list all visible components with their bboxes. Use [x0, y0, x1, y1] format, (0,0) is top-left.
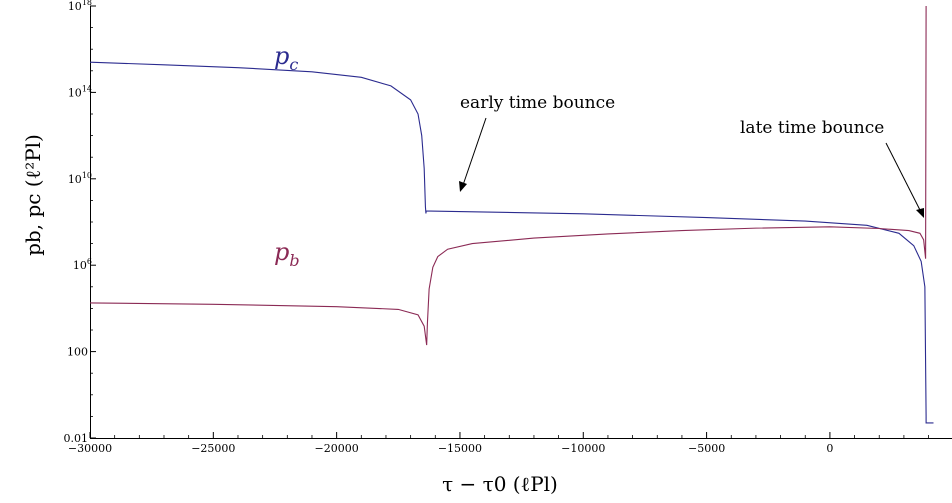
series-label-pc: pc — [274, 42, 298, 74]
x-tick-label: −10000 — [561, 442, 605, 455]
x-tick-label: −20000 — [315, 442, 359, 455]
annotation-late-arrow — [885, 142, 923, 215]
y-axis-label: pb, pc (ℓ²Pl) — [21, 134, 45, 256]
series-line-pc — [89, 61, 934, 424]
annotation-late-bounce: late time bounce — [740, 118, 884, 138]
x-tick-label: −30000 — [68, 442, 112, 455]
y-tick-label: 100 — [67, 346, 88, 359]
y-tick-label: 0.01 — [64, 432, 89, 445]
x-tick-label: −25000 — [191, 442, 235, 455]
y-tick-label: 106 — [73, 257, 92, 272]
x-ticks: −30000 −25000 −20000 −15000 −10000 −5000 0 — [68, 432, 929, 455]
x-axis-label: τ − τ0 (ℓPl) — [442, 472, 558, 496]
annotation-early-bounce: early time bounce — [460, 93, 615, 113]
annotation-early-arrowhead — [459, 181, 467, 192]
y-tick-label: 1010 — [68, 171, 92, 186]
y-tick-label: 1018 — [68, 0, 92, 13]
series-label-pb: pb — [274, 238, 300, 270]
y-ticks: 0.01 100 106 1010 1014 1018 — [64, 0, 96, 445]
series-line-pb — [89, 5, 927, 346]
annotation-late-arrowhead — [916, 208, 924, 218]
annotation-early-arrow — [461, 117, 487, 189]
x-tick-label: 0 — [826, 442, 833, 455]
x-tick-label: −15000 — [438, 442, 482, 455]
x-tick-label: −5000 — [688, 442, 725, 455]
y-tick-label: 1014 — [68, 84, 92, 99]
series-layer — [89, 5, 934, 424]
